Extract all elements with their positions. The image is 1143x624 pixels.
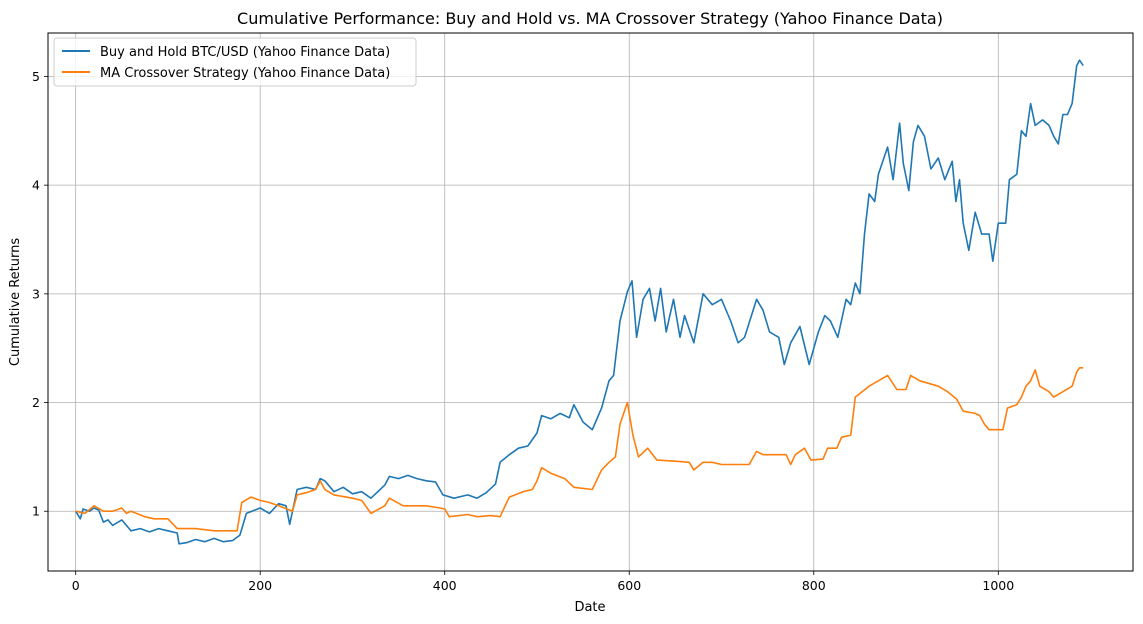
series-lines [75, 59, 1084, 545]
series-line-ma-crossover [75, 367, 1084, 532]
y-tick-label: 2 [32, 395, 40, 410]
x-axis-label: Date [574, 600, 605, 615]
y-tick-label: 3 [32, 286, 40, 301]
series-line-buy-and-hold [75, 59, 1084, 545]
plot-frame [47, 32, 1134, 572]
y-axis-label: Cumulative Returns [8, 238, 23, 366]
axis-ticks: 0 200 400 600 800 1000 1 2 3 4 5 [32, 69, 1014, 593]
grid-lines [48, 33, 1133, 571]
x-tick-label: 800 [802, 578, 826, 593]
legend-label-ma-crossover: MA Crossover Strategy (Yahoo Finance Dat… [100, 66, 390, 81]
x-tick-label: 1000 [982, 578, 1014, 593]
y-tick-label: 4 [32, 178, 40, 193]
chart-title: Cumulative Performance: Buy and Hold vs.… [237, 9, 943, 28]
y-tick-label: 1 [32, 504, 40, 519]
x-tick-label: 0 [72, 578, 80, 593]
legend-box [53, 37, 417, 87]
x-tick-label: 400 [433, 578, 457, 593]
y-tick-label: 5 [32, 69, 40, 84]
legend: Buy and Hold BTC/USD (Yahoo Finance Data… [53, 37, 417, 87]
legend-label-buy-and-hold: Buy and Hold BTC/USD (Yahoo Finance Data… [100, 45, 390, 60]
x-tick-label: 600 [617, 578, 641, 593]
x-tick-label: 200 [248, 578, 272, 593]
